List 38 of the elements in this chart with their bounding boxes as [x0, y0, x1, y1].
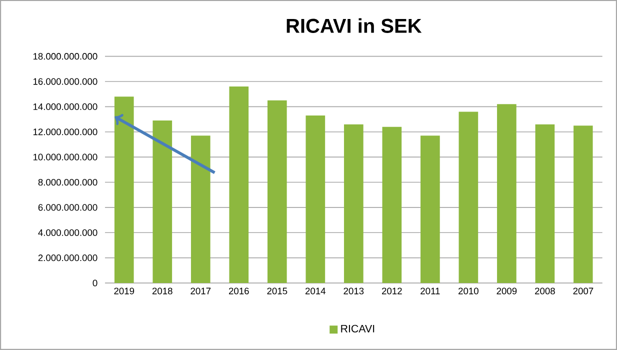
bar: [497, 104, 516, 283]
y-tick-label: 8.000.000.000: [38, 178, 98, 186]
y-tick-label: 14.000.000.000: [33, 103, 98, 110]
bar: [152, 120, 172, 283]
x-tick-label: 2010: [458, 288, 478, 294]
y-tick-label: 16.000.000.000: [33, 78, 98, 85]
bar: [420, 136, 440, 283]
y-tick-label: 4.000.000.000: [38, 229, 98, 236]
y-tick-label: 6.000.000.000: [38, 204, 98, 211]
y-tick-label: 10.000.000.000: [33, 154, 98, 160]
x-tick-label: 2018: [152, 288, 172, 294]
bar: [458, 112, 478, 283]
bar: [114, 96, 134, 283]
y-tick-label: 2.000.000.000: [38, 254, 98, 262]
chart-title: RICAVI in SEK: [286, 18, 422, 33]
x-tick-label: 2008: [535, 288, 555, 294]
bar: [190, 136, 210, 283]
y-tick-label: 0: [92, 280, 98, 286]
x-tick-label: 2015: [267, 288, 288, 294]
bar: [267, 100, 287, 283]
bar: [344, 124, 364, 283]
bar: [535, 124, 555, 283]
x-tick-label: 2007: [573, 288, 594, 294]
x-tick-label: 2016: [228, 288, 249, 294]
y-tick-label: 18.000.000.000: [33, 53, 98, 60]
x-tick-label: 2013: [344, 288, 364, 294]
x-tick-label: 2011: [420, 288, 440, 294]
x-tick-label: 2017: [190, 288, 211, 294]
bar: [574, 126, 593, 283]
y-tick-label: 12.000.000.000: [33, 128, 98, 136]
legend-label: RICAVI: [341, 324, 374, 332]
bar: [306, 116, 326, 283]
bar: [382, 126, 402, 283]
x-tick-label: 2019: [114, 288, 134, 294]
bar: [229, 86, 249, 283]
x-tick-label: 2009: [496, 288, 517, 294]
x-tick-label: 2014: [305, 288, 326, 294]
x-tick-label: 2012: [382, 288, 402, 294]
